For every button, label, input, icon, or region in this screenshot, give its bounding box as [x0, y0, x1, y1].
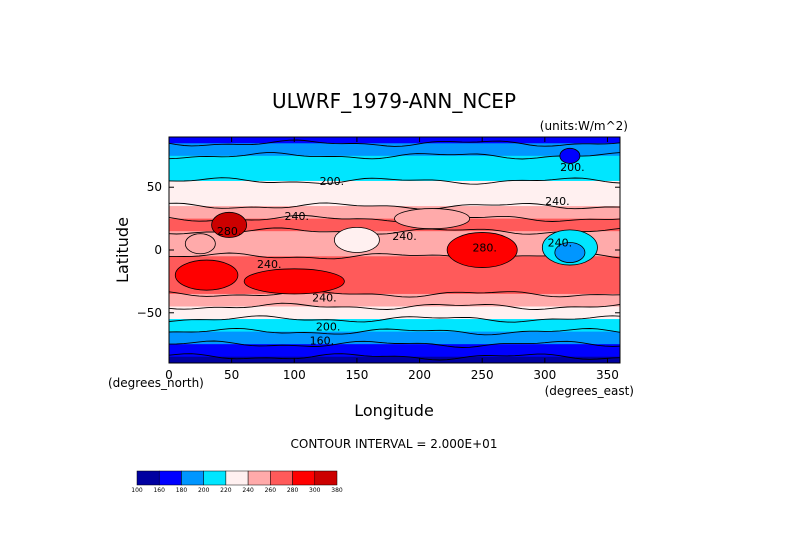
y-tick-label: −50	[137, 306, 162, 320]
contour-region	[559, 147, 581, 164]
contour-label: 200.	[560, 161, 585, 174]
contour-region	[211, 211, 248, 238]
colorbar-swatch	[270, 470, 293, 486]
lat-band	[169, 137, 620, 144]
contour-line	[169, 353, 620, 361]
contour-region	[243, 268, 345, 295]
contour-line	[169, 290, 620, 298]
lat-band	[169, 331, 620, 345]
contour-labels: 200. 200. 240. 240. 240. 240. 240. 240. 280. 280.…	[217, 161, 585, 347]
contour-region	[333, 226, 380, 253]
x-tick-label: 350	[596, 368, 619, 382]
colorbar-swatch	[292, 470, 316, 486]
contour-line	[169, 327, 620, 336]
lat-band	[169, 344, 620, 358]
contour-region	[184, 233, 216, 255]
y-tick-label: 0	[154, 243, 162, 257]
colorbar-label: 280	[287, 487, 299, 494]
contour-label: 240.	[312, 292, 337, 305]
x-tick-label: 0	[165, 368, 173, 382]
lat-band	[169, 319, 620, 333]
x-tick-label: 200	[408, 368, 431, 382]
contour-region	[554, 242, 586, 263]
chart-title: ULWRF_1979-ANN_NCEP	[272, 89, 516, 113]
colorbar-label: 260	[265, 487, 277, 494]
lat-band	[169, 180, 620, 195]
x-unit-label: (degrees_east)	[545, 384, 634, 398]
lat-band	[169, 193, 620, 207]
contour-label: 240.	[392, 230, 417, 243]
y-axis-label: Latitude	[113, 217, 132, 283]
contour-line	[169, 302, 620, 310]
y-axis: −50 0 50	[137, 180, 620, 320]
lat-band	[169, 356, 620, 363]
contour-label: 160.	[310, 334, 335, 347]
contour-label: 200.	[320, 175, 345, 188]
contour-line	[169, 252, 620, 260]
contour-line	[169, 315, 620, 323]
contour-label: 240.	[257, 258, 282, 271]
x-tick-label: 150	[345, 368, 368, 382]
contour-region	[394, 208, 471, 230]
contour-line	[169, 340, 620, 348]
colorbar-swatch	[225, 470, 249, 486]
x-tick-label: 100	[283, 368, 306, 382]
contour-interval-note: CONTOUR INTERVAL = 2.000E+01	[291, 437, 498, 451]
colorbar-label: 240	[242, 487, 254, 494]
units-label: (units:W/m^2)	[540, 119, 628, 133]
x-axis: 0 50 100 150 200 250 300 350	[165, 137, 619, 382]
colorbar-label: 220	[220, 487, 232, 494]
colorbar-swatch	[203, 470, 227, 486]
contour-label: 200.	[316, 321, 341, 334]
colorbar-label: 200	[198, 487, 210, 494]
colorbar-label: 380	[331, 487, 343, 494]
colorbar-swatch	[136, 470, 160, 486]
contour-line	[169, 177, 620, 185]
colorbar-swatch	[181, 470, 204, 486]
colorbar-label: 180	[176, 487, 188, 494]
contour-label: 240.	[545, 195, 570, 208]
contour-label: 280.	[217, 225, 242, 238]
colorbar-swatch	[314, 470, 338, 486]
y-tick-label: 50	[147, 180, 162, 194]
x-axis-label: Longitude	[354, 401, 434, 420]
contour-region	[446, 232, 518, 268]
contour-label: 240.	[285, 210, 310, 223]
lat-band	[169, 143, 620, 157]
contour-line	[169, 139, 620, 147]
colorbar-label: 100	[131, 487, 143, 494]
lat-band	[169, 306, 620, 320]
x-tick-label: 250	[471, 368, 494, 382]
lat-band	[169, 293, 620, 308]
lat-band	[169, 281, 620, 295]
colorbar-label: 300	[309, 487, 321, 494]
contour-region	[174, 259, 239, 291]
y-unit-label: (degrees_north)	[108, 376, 204, 390]
colorbar-swatch	[158, 470, 182, 486]
colorbar-swatch	[247, 470, 271, 486]
lat-band	[169, 206, 620, 220]
contour-field	[169, 137, 620, 363]
contour-label: 240.	[548, 236, 573, 249]
colorbar: 100 160 180 200 220 240 260 280 300 380	[131, 470, 343, 494]
lat-band	[169, 168, 620, 182]
contour-line	[169, 202, 620, 210]
contour-label: 280.	[472, 241, 497, 254]
colorbar-label: 160	[153, 487, 165, 494]
x-tick-label: 50	[224, 368, 239, 382]
contour-line	[169, 152, 620, 160]
lat-band	[169, 155, 620, 169]
lat-band	[169, 218, 620, 232]
x-tick-label: 300	[533, 368, 556, 382]
